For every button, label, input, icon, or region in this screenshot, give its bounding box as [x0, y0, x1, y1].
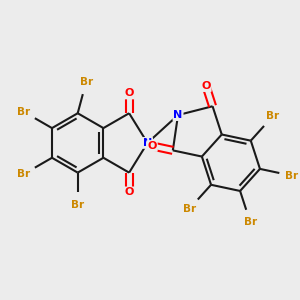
Text: Br: Br	[285, 171, 298, 181]
Text: Br: Br	[244, 217, 257, 227]
Text: N: N	[143, 138, 152, 148]
Text: Br: Br	[183, 204, 196, 214]
Text: O: O	[147, 141, 157, 151]
Text: N: N	[173, 110, 183, 120]
Text: O: O	[124, 88, 134, 98]
Text: Br: Br	[71, 200, 84, 210]
Text: Br: Br	[17, 169, 30, 179]
Text: O: O	[201, 81, 211, 91]
Text: Br: Br	[17, 107, 30, 117]
Text: O: O	[124, 188, 134, 197]
Text: Br: Br	[266, 112, 279, 122]
Text: Br: Br	[80, 77, 93, 87]
